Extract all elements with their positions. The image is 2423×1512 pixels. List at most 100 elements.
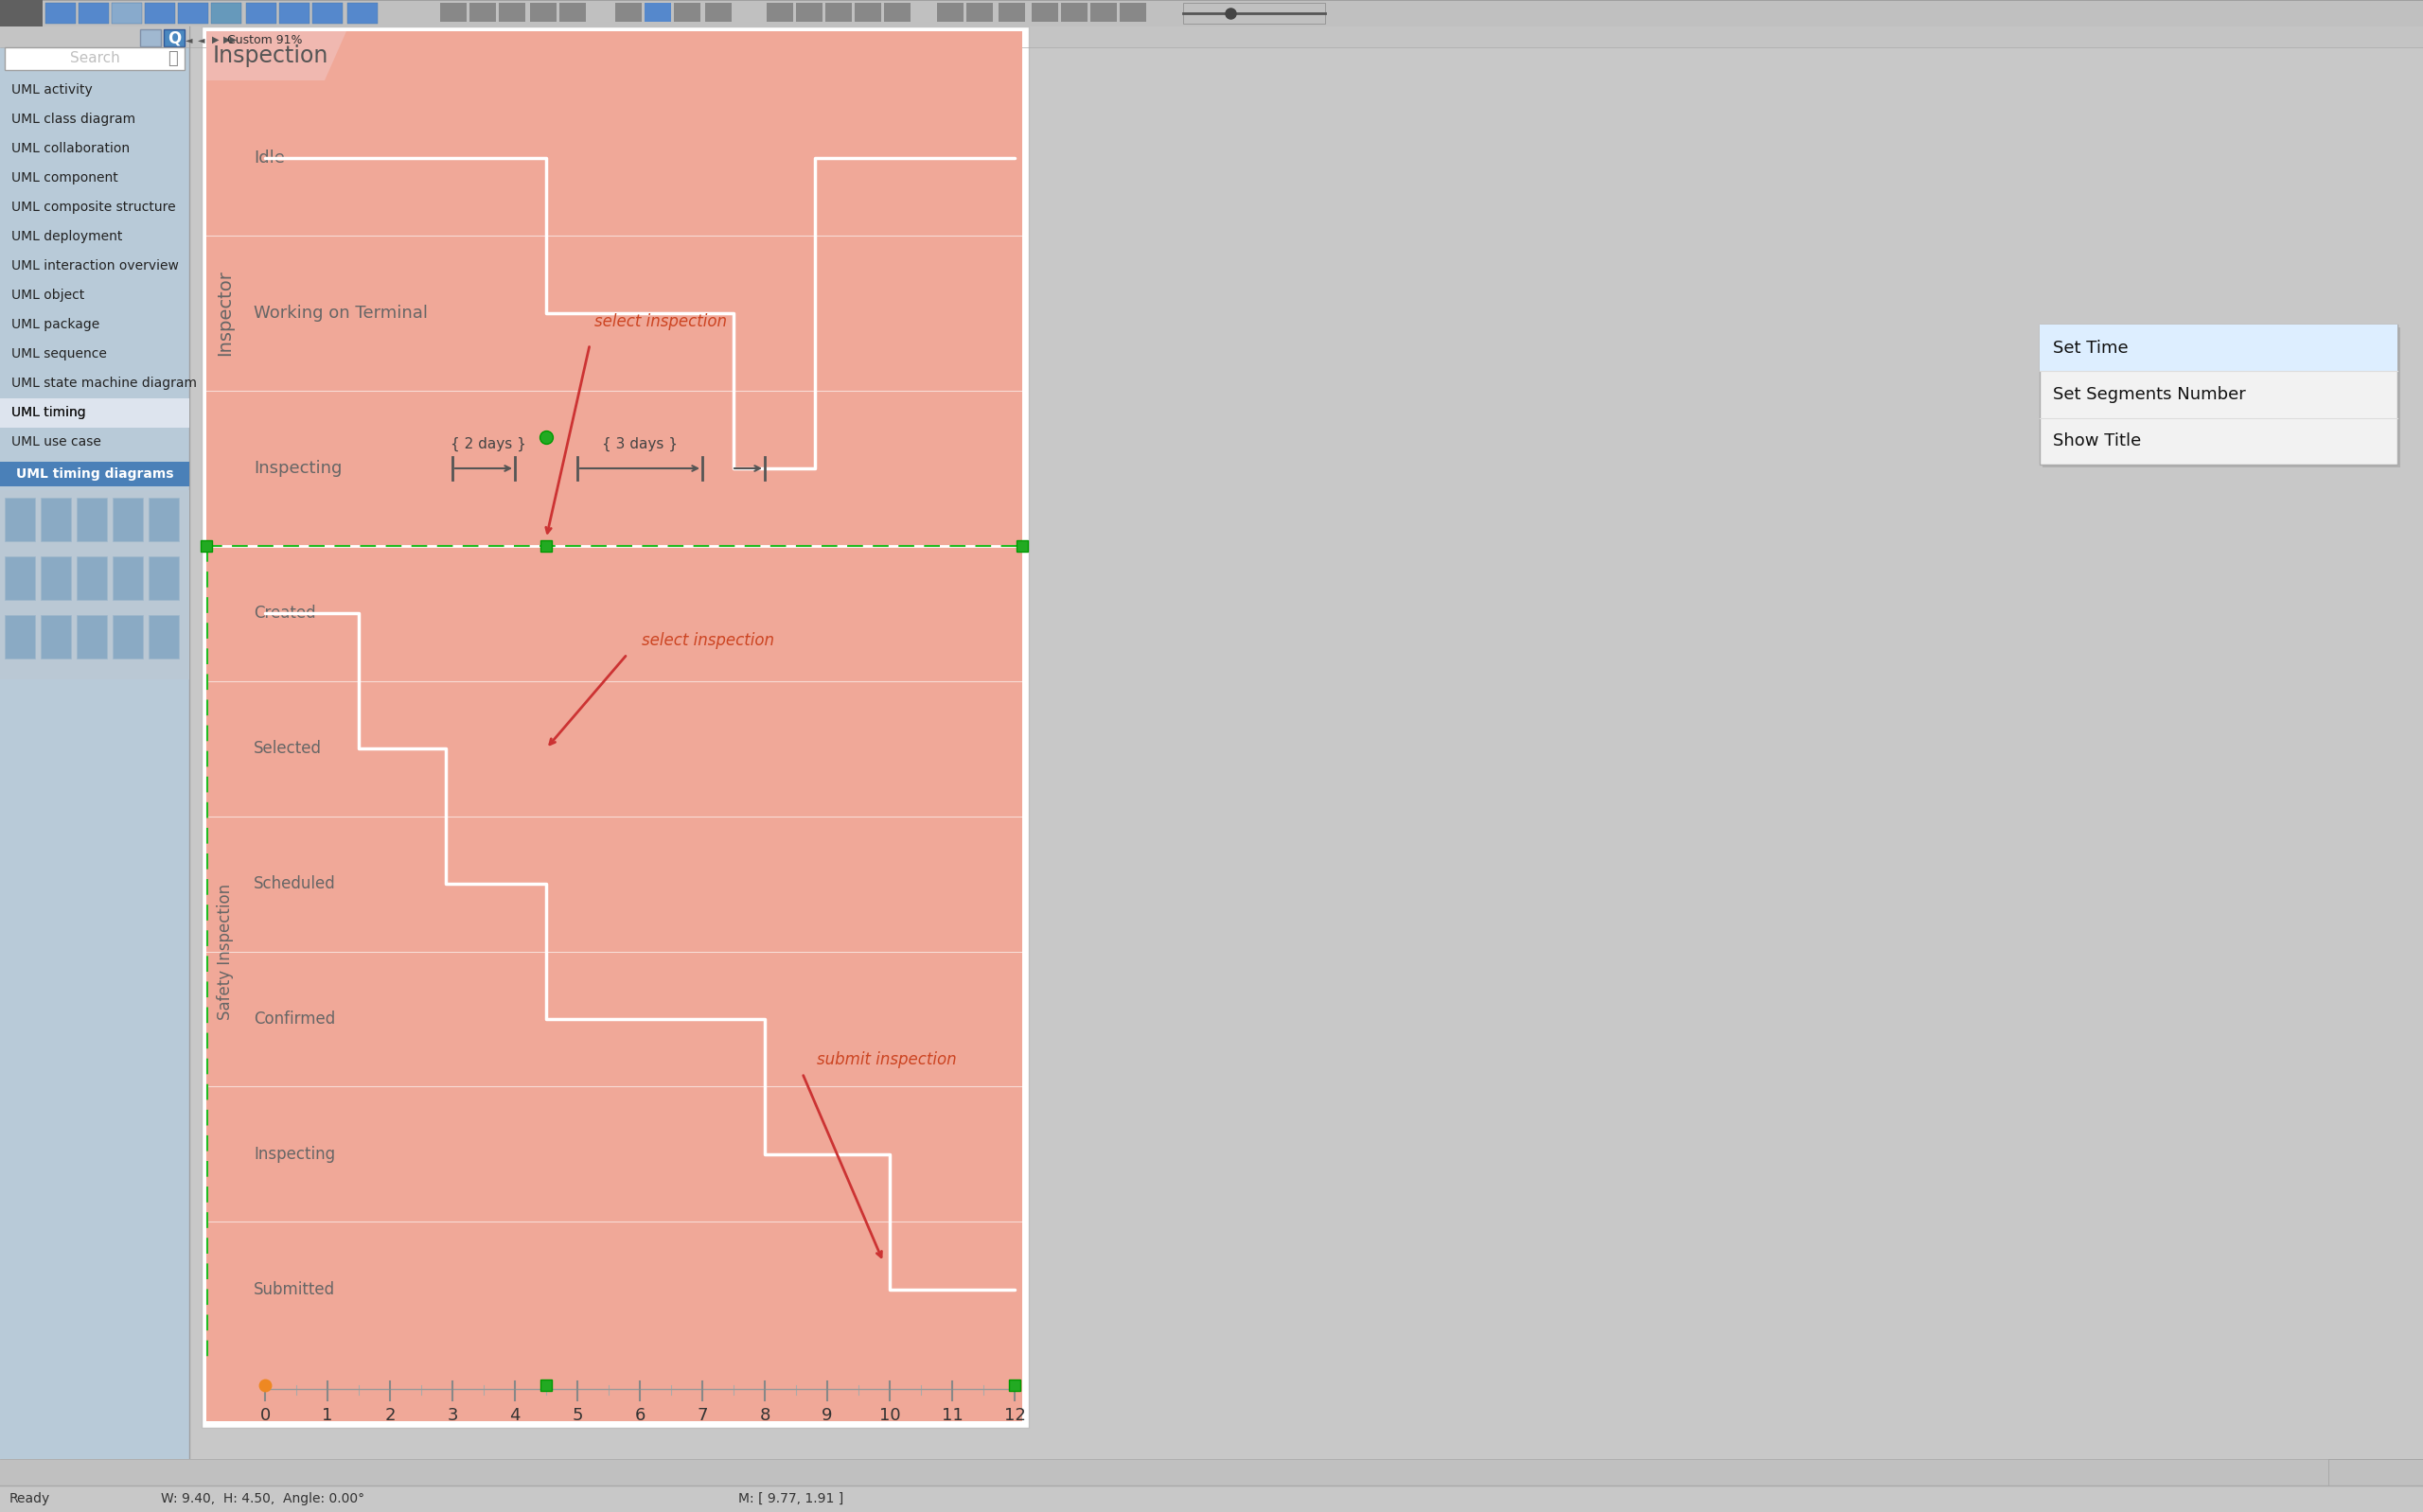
Bar (0, 0, 44, 27)
Text: ▶: ▶ (213, 35, 220, 44)
Bar (2329, 1459, 2423, 1485)
Text: 10: 10 (880, 1408, 901, 1424)
Bar (470, 3, 497, 21)
Text: { 3 days }: { 3 days } (601, 437, 678, 451)
Bar (5, 47, 184, 70)
Text: UML package: UML package (12, 318, 99, 331)
Text: select inspection: select inspection (594, 313, 727, 330)
Bar (78, 556, 107, 600)
Text: UML timing: UML timing (12, 405, 85, 419)
Bar (111, 615, 143, 659)
Bar (674, 3, 700, 21)
Bar (165, 29, 184, 47)
Text: UML composite structure: UML composite structure (12, 201, 177, 213)
Text: Working on Terminal: Working on Terminal (254, 305, 429, 322)
Bar (2040, 325, 2396, 464)
Text: Inspecting: Inspecting (254, 1146, 334, 1163)
Bar (766, 3, 792, 21)
Bar (201, 27, 1030, 1427)
Bar (441, 3, 468, 21)
Bar (313, 3, 342, 24)
Text: Inspection: Inspection (213, 44, 330, 67)
Text: UML component: UML component (12, 171, 119, 184)
Text: 11: 11 (943, 1408, 962, 1424)
Bar (78, 3, 109, 24)
Bar (201, 540, 213, 552)
Bar (279, 3, 310, 24)
Bar (5, 556, 34, 600)
Bar (540, 1379, 552, 1391)
Text: { 2 days }: { 2 days } (451, 437, 526, 451)
Text: 5: 5 (572, 1408, 584, 1424)
Bar (1119, 3, 1146, 21)
Bar (0, 0, 2423, 27)
Text: Selected: Selected (254, 741, 322, 758)
Bar (148, 615, 179, 659)
Text: 3: 3 (446, 1408, 458, 1424)
Text: UML timing: UML timing (12, 405, 85, 419)
Text: ◄: ◄ (187, 35, 194, 44)
Bar (855, 3, 882, 21)
Text: Q: Q (167, 29, 182, 47)
Bar (826, 3, 853, 21)
Text: UML collaboration: UML collaboration (12, 142, 131, 156)
Bar (1182, 3, 1325, 24)
Text: Set Time: Set Time (2052, 339, 2127, 357)
Bar (0, 490, 189, 679)
Bar (560, 3, 586, 21)
Bar (78, 497, 107, 541)
Text: UML class diagram: UML class diagram (12, 112, 136, 125)
Bar (41, 497, 70, 541)
Text: submit inspection: submit inspection (817, 1051, 957, 1069)
Bar (645, 3, 671, 21)
Text: UML state machine diagram: UML state machine diagram (12, 376, 196, 390)
Text: UML timing diagrams: UML timing diagrams (17, 467, 174, 481)
Bar (499, 3, 526, 21)
Text: Created: Created (254, 605, 315, 621)
Bar (247, 3, 276, 24)
Bar (5, 497, 34, 541)
Bar (206, 32, 1023, 1421)
Bar (0, 1485, 2423, 1512)
Text: Show Title: Show Title (2052, 432, 2142, 449)
Bar (884, 3, 911, 21)
Bar (531, 3, 557, 21)
Bar (2040, 325, 2396, 370)
Bar (967, 3, 993, 21)
Bar (211, 3, 242, 24)
Bar (938, 3, 964, 21)
Text: 1: 1 (322, 1408, 332, 1424)
Bar (705, 3, 732, 21)
Bar (141, 29, 160, 47)
Text: ◄: ◄ (199, 35, 206, 44)
Text: UML activity: UML activity (12, 83, 92, 97)
Text: 0: 0 (259, 1408, 271, 1424)
Text: Search: Search (70, 51, 119, 65)
Bar (0, 27, 189, 47)
Text: 7: 7 (698, 1408, 708, 1424)
Text: Confirmed: Confirmed (254, 1010, 334, 1028)
Text: Custom 91%: Custom 91% (228, 33, 303, 45)
Bar (41, 615, 70, 659)
Bar (177, 3, 208, 24)
Text: 12: 12 (1003, 1408, 1025, 1424)
Bar (0, 398, 189, 428)
Bar (111, 556, 143, 600)
Bar (111, 497, 143, 541)
Bar (998, 3, 1025, 21)
Bar (5, 615, 34, 659)
Text: ⌕: ⌕ (167, 50, 177, 67)
Text: 8: 8 (758, 1408, 771, 1424)
Text: Inspector: Inspector (216, 271, 235, 357)
Text: UML use case: UML use case (12, 435, 102, 449)
Text: UML object: UML object (12, 289, 85, 302)
Text: Ready: Ready (10, 1492, 51, 1506)
Text: UML deployment: UML deployment (12, 230, 124, 243)
Bar (2043, 328, 2401, 467)
Bar (615, 3, 642, 21)
Bar (1018, 540, 1027, 552)
Bar (0, 27, 189, 1485)
Text: W: 9.40,  H: 4.50,  Angle: 0.00°: W: 9.40, H: 4.50, Angle: 0.00° (160, 1492, 363, 1506)
Bar (1061, 3, 1088, 21)
Text: Set Segments Number: Set Segments Number (2052, 386, 2246, 404)
